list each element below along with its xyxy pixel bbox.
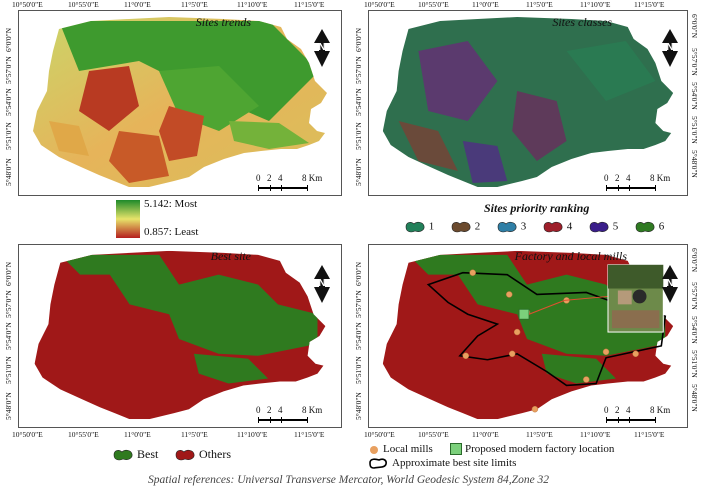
ranking-legend-label: 3 xyxy=(518,220,527,233)
local-mill-marker xyxy=(462,352,469,359)
class-blob-icon xyxy=(405,221,425,233)
north-arrow-icon: N xyxy=(662,265,678,303)
north-arrow-icon: N xyxy=(662,29,678,67)
local-mill-marker xyxy=(506,291,513,298)
gradient-min-label: 0.857: Least xyxy=(144,226,199,238)
north-arrow-icon: N xyxy=(314,265,330,303)
class-blob-icon xyxy=(635,221,655,233)
ranking-legend-item: 4 xyxy=(542,220,572,234)
panel-best-site: Best site N 0 2 4 8 Km xyxy=(18,244,342,428)
svg-text:N: N xyxy=(666,42,673,53)
best-legend-label: Best xyxy=(134,447,159,461)
proposed-factory-icon xyxy=(450,443,462,455)
class-blob-icon xyxy=(497,221,517,233)
proposed-factory-label: Proposed modern factory location xyxy=(465,443,615,455)
best-legend-item: Best xyxy=(112,447,158,462)
svg-text:N: N xyxy=(318,278,325,289)
best-legend-label: Others xyxy=(196,447,231,461)
local-mill-marker xyxy=(583,376,590,383)
gradient-max-label: 5.142: Most xyxy=(144,198,198,210)
factory-location-icon xyxy=(518,308,530,320)
scale-bar: 0 2 4 8 Km xyxy=(601,173,681,193)
ranking-legend-label: 5 xyxy=(610,220,619,233)
mill-legend-dot xyxy=(370,446,378,454)
ranking-legend-item: 6 xyxy=(634,220,664,234)
local-mill-marker xyxy=(508,350,516,358)
panel-title: Best site xyxy=(210,249,251,263)
panel-title: Sites trends xyxy=(195,15,251,29)
panel-factory-mills: Factory and local mills N 0 2 4 8 Km xyxy=(368,244,688,428)
local-mill-marker xyxy=(469,269,476,276)
svg-text:N: N xyxy=(666,278,673,289)
local-mill-marker xyxy=(602,348,610,356)
ranking-legend-label: 4 xyxy=(564,220,573,233)
ranking-legend-item: 3 xyxy=(496,220,526,234)
scale-bar: 0 2 4 8 Km xyxy=(253,173,333,193)
class-blob-icon xyxy=(543,221,563,233)
best-limits-icon xyxy=(369,458,387,469)
svg-text:N: N xyxy=(318,42,325,53)
factory-photo xyxy=(607,264,664,333)
panel-title: Sites classes xyxy=(552,15,612,29)
class-blob-icon xyxy=(451,221,471,233)
ranking-legend-item: 2 xyxy=(450,220,480,234)
panel-sites-classes: Sites classes N 0 2 4 8 Km xyxy=(368,10,688,196)
trend-map xyxy=(33,17,327,187)
ranking-legend-label: 1 xyxy=(426,220,435,233)
spatial-reference-caption: Spatial references: Universal Transverse… xyxy=(148,474,550,486)
best-site-map xyxy=(34,250,326,420)
best-legend-item: Others xyxy=(174,447,231,462)
panel-sites-trends: Sites trends N 0 2 4 8 Km xyxy=(18,10,342,196)
gradient-swatch xyxy=(116,200,140,238)
ranking-legend-item: 5 xyxy=(588,220,618,234)
panel-title: Factory and local mills xyxy=(514,249,627,263)
ranking-legend-label: 2 xyxy=(472,220,481,233)
ranking-legend-title: Sites priority ranking xyxy=(484,201,590,215)
ranking-legend-item: 1 xyxy=(404,220,434,234)
scale-bar: 0 2 4 8 Km xyxy=(253,405,333,425)
factory-map xyxy=(382,250,674,420)
classes-map xyxy=(382,17,674,187)
ranking-legend-label: 6 xyxy=(656,220,665,233)
scale-bar: 0 2 4 8 Km xyxy=(601,405,681,425)
north-arrow-icon: N xyxy=(314,29,330,67)
local-mill-marker xyxy=(531,405,539,413)
local-mill-marker xyxy=(513,328,521,336)
best-limits-label: Approximate best site limits xyxy=(392,457,517,469)
local-mill-marker xyxy=(632,350,639,358)
class-blob-icon xyxy=(589,221,609,233)
site-blob-icon xyxy=(113,450,133,461)
local-mills-label: Local mills xyxy=(383,443,433,455)
site-blob-icon xyxy=(175,450,195,461)
